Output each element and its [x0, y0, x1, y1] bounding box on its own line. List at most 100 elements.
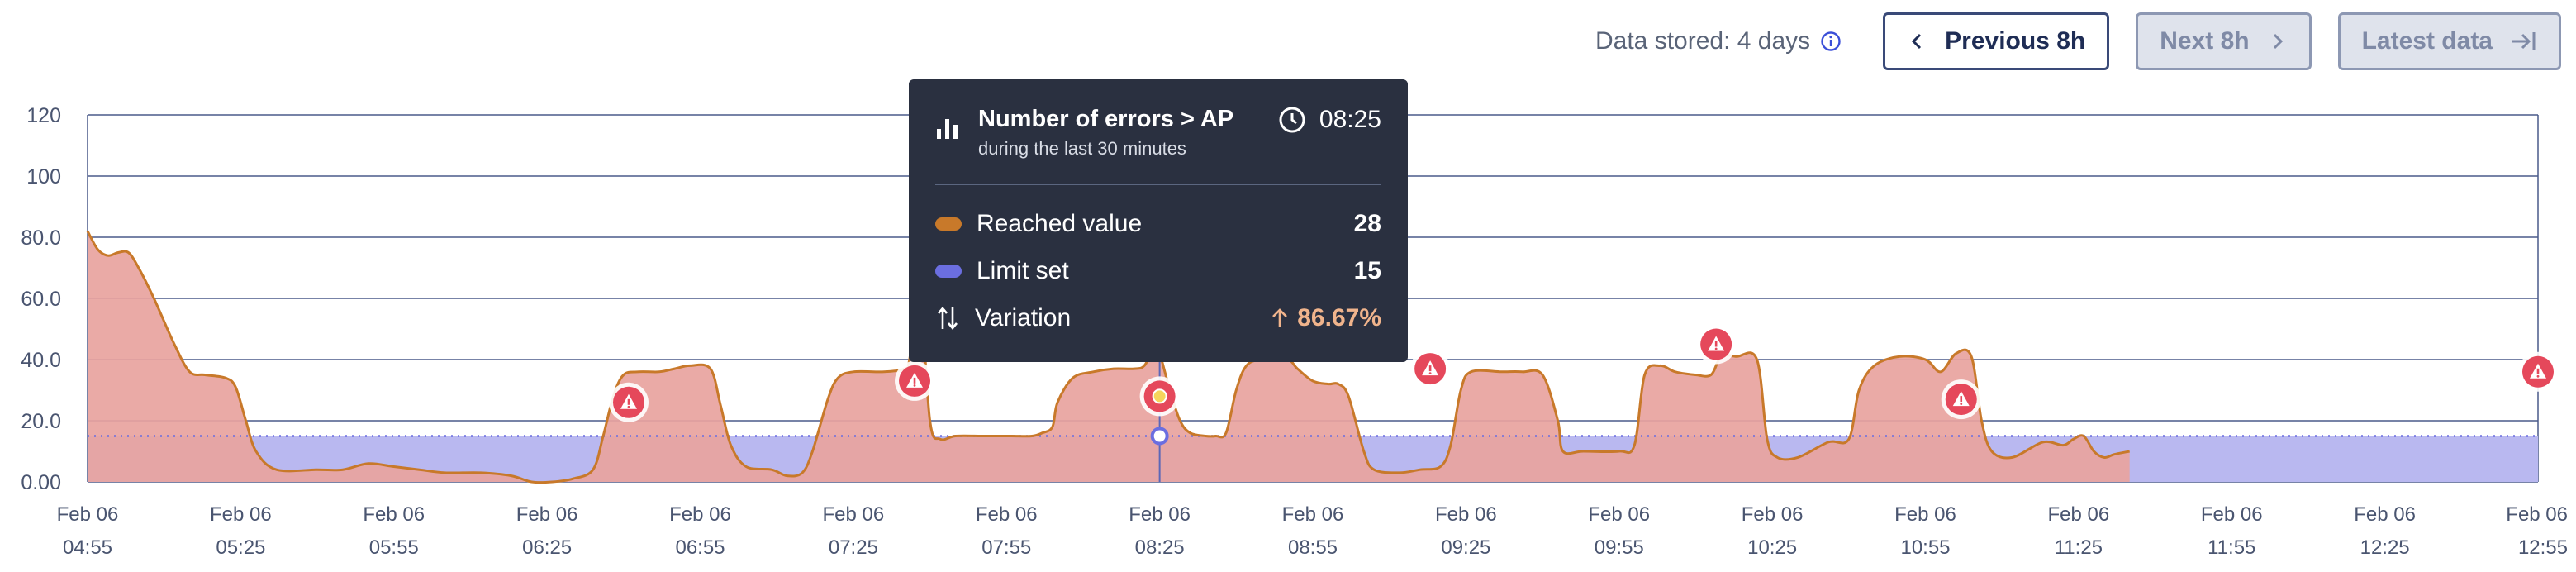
- data-stored-indicator: Data stored: 4 days: [1595, 27, 1842, 55]
- previous-8h-button[interactable]: Previous 8h: [1883, 12, 2110, 70]
- tooltip-time-value: 08:25: [1319, 106, 1381, 133]
- tooltip-row-limit: Limit set 15: [935, 247, 1381, 294]
- alert-marker: [1410, 349, 1451, 389]
- chevron-left-icon: [1912, 33, 1922, 50]
- y-tick-label: 80.0: [21, 226, 61, 250]
- hover-reached-dot: [1152, 388, 1167, 404]
- warning-dot: [913, 384, 916, 387]
- next-8h-button[interactable]: Next 8h: [2136, 12, 2312, 70]
- info-icon[interactable]: [1820, 31, 1842, 52]
- x-tick-time: 06:55: [675, 536, 725, 559]
- warning-bar: [1714, 341, 1718, 347]
- x-tick-date: Feb 06: [2201, 503, 2263, 526]
- x-axis-ticks: Feb 06 04:55 Feb 06 05:25 Feb 06 05:55 Feb 06 0…: [57, 503, 2568, 559]
- x-tick-date: Feb 06: [823, 503, 885, 526]
- x-tick-time: 06:25: [522, 536, 572, 559]
- limit-set-swatch: [935, 264, 962, 278]
- tooltip-row-reached: Reached value 28: [935, 200, 1381, 247]
- x-tick-time: 05:55: [369, 536, 419, 559]
- bar-chart-icon: [937, 119, 958, 139]
- y-axis-ticks: 0.00 20.0 40.0 60.0 80.0 100 120: [21, 104, 61, 494]
- previous-8h-label: Previous 8h: [1945, 27, 2086, 55]
- alert-marker: [2518, 351, 2558, 392]
- x-tick-date: Feb 06: [976, 503, 1038, 526]
- alert-marker: [1696, 324, 1737, 365]
- x-tick-date: Feb 06: [1742, 503, 1804, 526]
- tooltip-header: Number of errors > AP during the last 30…: [935, 102, 1381, 162]
- hover-limit-marker: [1150, 427, 1169, 446]
- reached-value: 28: [1353, 209, 1381, 237]
- y-tick-label: 60.0: [21, 288, 61, 311]
- x-tick-date: Feb 06: [2354, 503, 2416, 526]
- chart-tooltip: Number of errors > AP during the last 30…: [909, 79, 1408, 362]
- tooltip-row-variation: Variation 86.67%: [935, 294, 1381, 341]
- x-tick-time: 11:55: [2208, 536, 2255, 559]
- reached-value-swatch: [935, 217, 962, 231]
- alert-marker: [1941, 379, 1981, 420]
- x-tick-date: Feb 06: [669, 503, 731, 526]
- x-tick-date: Feb 06: [1129, 503, 1191, 526]
- x-tick-date: Feb 06: [2506, 503, 2568, 526]
- x-tick-date: Feb 06: [1282, 503, 1344, 526]
- x-tick-time: 09:25: [1441, 536, 1490, 559]
- limit-set-label: Limit set: [977, 256, 1069, 284]
- chevron-right-icon: [2273, 33, 2283, 50]
- variation-value: 86.67%: [1297, 303, 1381, 331]
- arrow-to-end-icon: [2512, 32, 2536, 50]
- x-tick-date: Feb 06: [2048, 503, 2110, 526]
- warning-bar: [2536, 368, 2540, 374]
- y-tick-label: 40.0: [21, 349, 61, 372]
- x-tick-time: 10:25: [1747, 536, 1797, 559]
- x-tick-time: 05:25: [216, 536, 265, 559]
- warning-bar: [1960, 396, 1963, 403]
- y-tick-label: 20.0: [21, 410, 61, 433]
- warning-dot: [627, 405, 630, 408]
- x-tick-date: Feb 06: [516, 503, 578, 526]
- x-tick-date: Feb 06: [57, 503, 119, 526]
- variation-value-wrap: 86.67%: [1271, 304, 1381, 332]
- arrow-up-icon: [1272, 307, 1288, 327]
- alert-marker: [608, 382, 649, 422]
- next-8h-label: Next 8h: [2160, 27, 2250, 55]
- clock-icon: [1279, 107, 1305, 133]
- x-tick-date: Feb 06: [1588, 503, 1650, 526]
- x-tick-time: 08:25: [1135, 536, 1185, 559]
- tooltip-subtitle: during the last 30 minutes: [978, 138, 1186, 159]
- latest-data-button[interactable]: Latest data: [2337, 12, 2561, 70]
- x-tick-time: 07:55: [981, 536, 1031, 559]
- variation-label: Variation: [975, 303, 1072, 331]
- warning-bar: [913, 377, 916, 384]
- tooltip-title: Number of errors > AP: [978, 106, 1234, 132]
- data-stored-label: Data stored: 4 days: [1595, 27, 1811, 55]
- sort-arrows-icon: [938, 306, 958, 330]
- warning-dot: [1960, 403, 1963, 405]
- reached-value-label: Reached value: [977, 209, 1143, 237]
- x-tick-time: 08:55: [1288, 536, 1338, 559]
- tooltip-time: 08:25: [1278, 106, 1381, 134]
- y-tick-label: 120: [26, 104, 61, 127]
- x-tick-time: 10:55: [1900, 536, 1950, 559]
- x-tick-date: Feb 06: [1894, 503, 1956, 526]
- x-tick-time: 09:55: [1595, 536, 1644, 559]
- warning-dot: [1428, 372, 1432, 374]
- x-tick-date: Feb 06: [1435, 503, 1497, 526]
- warning-dot: [2536, 374, 2540, 378]
- y-tick-label: 0.00: [21, 471, 61, 494]
- alert-markers: [608, 324, 2558, 422]
- alert-marker: [895, 360, 935, 401]
- y-tick-label: 100: [26, 165, 61, 188]
- x-tick-time: 11:25: [2055, 536, 2103, 559]
- warning-bar: [1428, 365, 1432, 372]
- tooltip-divider: [935, 184, 1381, 185]
- limit-set-value: 15: [1353, 256, 1381, 284]
- latest-data-label: Latest data: [2361, 27, 2493, 55]
- x-tick-time: 12:25: [2360, 536, 2410, 559]
- x-tick-time: 12:55: [2518, 536, 2568, 559]
- warning-dot: [1714, 347, 1718, 350]
- x-tick-date: Feb 06: [210, 503, 272, 526]
- toolbar: Data stored: 4 days Previous 8h Next 8h …: [1595, 12, 2561, 71]
- x-tick-time: 04:55: [63, 536, 112, 559]
- warning-bar: [627, 398, 630, 405]
- x-tick-time: 07:25: [829, 536, 878, 559]
